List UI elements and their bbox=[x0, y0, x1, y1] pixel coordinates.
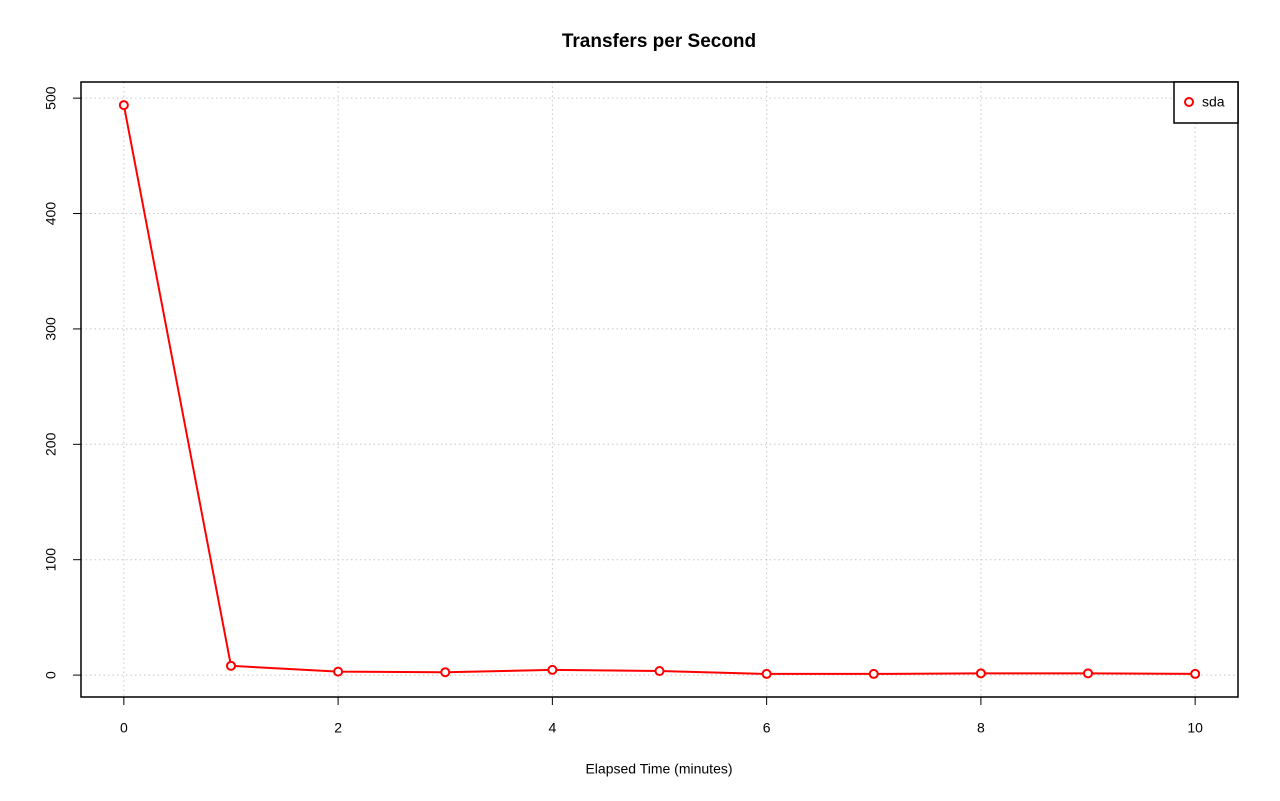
y-tick-label: 100 bbox=[43, 548, 59, 572]
legend-marker bbox=[1184, 97, 1194, 107]
y-tick-label: 400 bbox=[43, 202, 59, 226]
series-line bbox=[122, 104, 1196, 675]
data-point bbox=[868, 668, 879, 679]
chart-title: Transfers per Second bbox=[562, 31, 756, 52]
data-point bbox=[333, 666, 344, 677]
x-tick-label: 4 bbox=[548, 720, 556, 736]
x-tick-label: 6 bbox=[763, 720, 771, 736]
data-point bbox=[547, 664, 558, 675]
x-tick-label: 2 bbox=[334, 720, 342, 736]
y-tick-label: 0 bbox=[43, 671, 59, 679]
y-tick-label: 200 bbox=[43, 432, 59, 456]
x-tick-label: 10 bbox=[1187, 720, 1203, 736]
y-tick-label: 300 bbox=[43, 317, 59, 341]
data-point bbox=[440, 667, 451, 678]
x-tick-label: 8 bbox=[977, 720, 985, 736]
data-point bbox=[1083, 668, 1094, 679]
data-point bbox=[761, 668, 772, 679]
legend-label: sda bbox=[1202, 94, 1225, 110]
x-axis-label: Elapsed Time (minutes) bbox=[585, 761, 732, 777]
data-point bbox=[1190, 668, 1201, 679]
y-tick-label: 500 bbox=[43, 86, 59, 110]
data-point bbox=[225, 660, 236, 671]
data-point bbox=[118, 100, 129, 111]
x-tick-label: 0 bbox=[120, 720, 128, 736]
data-point bbox=[654, 666, 665, 677]
plot-frame bbox=[80, 81, 1239, 698]
data-point bbox=[975, 668, 986, 679]
